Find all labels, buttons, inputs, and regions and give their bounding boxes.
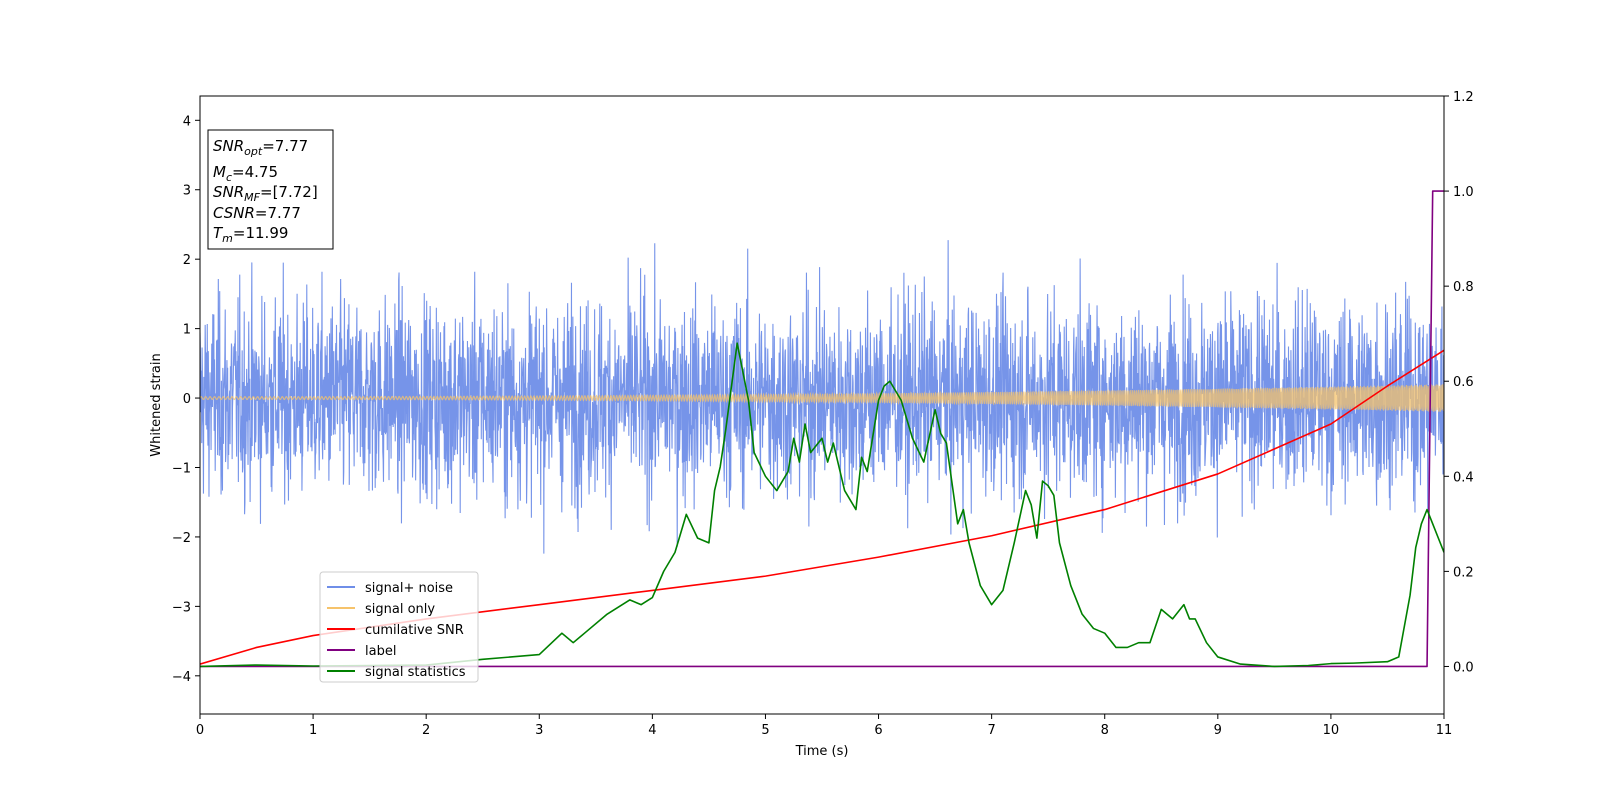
x-tick-label: 5 <box>761 723 769 738</box>
x-tick-label: 10 <box>1323 723 1340 738</box>
y-axis-label: Whitened strain <box>149 353 164 456</box>
info-box-line: SNRMF=[7.72] <box>213 183 318 204</box>
x-tick-label: 7 <box>987 723 995 738</box>
info-box-frame <box>207 129 334 250</box>
series-signal-statistics <box>200 342 1444 668</box>
x-axis-label: Time (s) <box>795 744 849 759</box>
y-left-tick-label: 2 <box>183 253 191 268</box>
y-left-tick-label: −3 <box>172 600 191 615</box>
x-tick-label: 9 <box>1214 723 1222 738</box>
x-tick-label: 3 <box>535 723 543 738</box>
legend: signal+ noise signal only cumilative SNR la… <box>319 571 479 683</box>
y-left-tick-label: −1 <box>172 461 191 476</box>
y-right-tick-label: 1.2 <box>1453 90 1474 105</box>
legend-label: cumilative SNR <box>365 623 464 638</box>
y-right-tick-label: 0.0 <box>1453 660 1474 675</box>
info-box-line: Tm=11.99 <box>213 224 288 245</box>
x-tick-label: 1 <box>309 723 317 738</box>
info-box-line: SNRopt=7.77 <box>213 137 308 158</box>
plot-frame <box>199 95 1445 715</box>
y-right-tick-label: 0.2 <box>1453 565 1474 580</box>
info-box-line: CSNR=7.77 <box>213 204 301 222</box>
x-tick-label: 11 <box>1436 723 1453 738</box>
x-tick-label: 0 <box>196 723 204 738</box>
legend-label: signal only <box>365 602 435 617</box>
y-right-tick-label: 0.8 <box>1453 280 1474 295</box>
y-right-tick-label: 0.6 <box>1453 375 1474 390</box>
legend-frame <box>319 571 479 683</box>
axes-layer: 0 1 2 3 4 5 6 7 8 9 10 11 −4 −3 −2 −1 0 1 2 3 4 0.0 0.2 0.4 0.6 0… <box>172 90 1474 738</box>
x-tick-label: 8 <box>1101 723 1109 738</box>
series-label <box>200 190 1444 668</box>
series-signal-noise <box>200 240 1444 554</box>
x-tick-label: 2 <box>422 723 430 738</box>
y-left-tick-label: 1 <box>183 323 191 338</box>
legend-label: label <box>365 644 396 659</box>
x-tick-label: 6 <box>874 723 882 738</box>
y-left-tick-label: 3 <box>183 184 191 199</box>
legend-label: signal statistics <box>365 665 466 680</box>
y-left-tick-label: −2 <box>172 531 191 546</box>
x-tick-label: 4 <box>648 723 656 738</box>
y-left-tick-label: 4 <box>183 114 191 129</box>
info-box-line: Mc=4.75 <box>213 163 278 184</box>
series-signal-only <box>200 384 1444 412</box>
y-right-tick-label: 1.0 <box>1453 185 1474 200</box>
legend-label: signal+ noise <box>365 581 453 596</box>
y-right-tick-label: 0.4 <box>1453 470 1474 485</box>
y-left-tick-label: 0 <box>183 392 191 407</box>
y-left-tick-label: −4 <box>172 670 191 685</box>
